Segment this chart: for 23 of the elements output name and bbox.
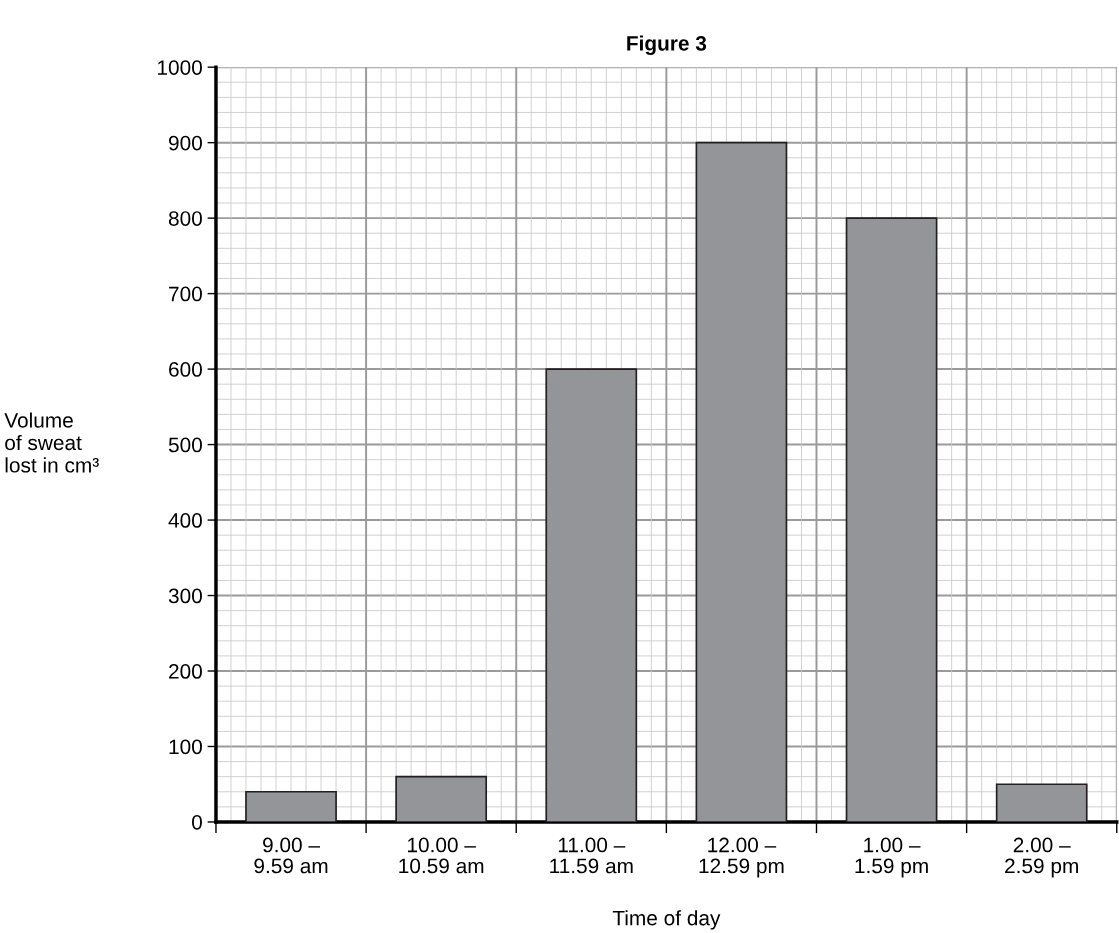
x-tick-label: 11.00 – 11.59 am	[550, 837, 633, 874]
y-tick-label: 0	[192, 814, 202, 830]
y-tick-label: 600	[169, 362, 202, 377]
y-tick-label: 300	[168, 588, 202, 604]
x-axis-title: Time of day	[612, 910, 721, 930]
y-tick-label: 400	[168, 513, 202, 528]
y-axis-title: Volume of sweat lost in cm³	[4, 412, 99, 473]
bar	[245, 790, 337, 822]
y-tick-label: 200	[169, 664, 202, 679]
x-tick-label: 2.00 – 2.59 pm	[1005, 837, 1078, 878]
x-tick-label: 1.00 – 1.59 pm	[855, 837, 928, 878]
y-tick-label: 700	[169, 286, 202, 302]
y-tick-label: 1000	[158, 60, 202, 75]
bar	[395, 775, 488, 822]
chart-title: Figure 3	[627, 35, 707, 55]
x-tick-label: 9.00 – 9.59 am	[254, 837, 328, 874]
y-tick-label: 800	[168, 211, 202, 226]
y-tick-label: 100	[169, 739, 202, 755]
y-tick-label: 500	[168, 437, 202, 453]
x-tick-label: 12.00 – 12.59 pm	[699, 837, 784, 878]
bar	[995, 783, 1088, 822]
y-tick-label: 900	[168, 135, 202, 151]
x-tick-label: 10.00 – 10.59 am	[399, 837, 484, 874]
